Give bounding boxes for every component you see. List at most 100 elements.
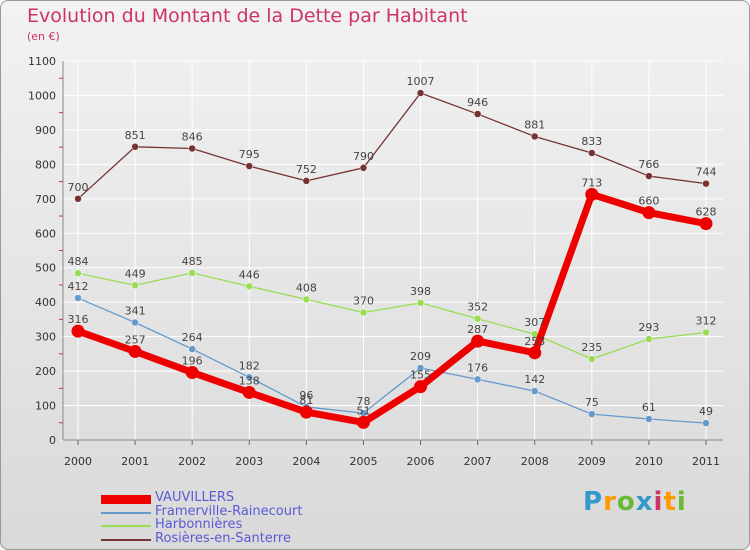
legend-swatch bbox=[101, 525, 151, 527]
x-tick-label: 2001 bbox=[121, 455, 149, 468]
data-label: 75 bbox=[585, 396, 599, 409]
data-point bbox=[302, 295, 311, 304]
data-label: 700 bbox=[68, 181, 89, 194]
data-label: 484 bbox=[68, 255, 89, 268]
y-tick-label: 500 bbox=[35, 262, 56, 275]
data-point bbox=[74, 269, 82, 277]
data-point bbox=[299, 405, 313, 419]
data-point bbox=[471, 334, 485, 348]
data-point bbox=[131, 318, 139, 327]
data-point bbox=[71, 324, 85, 338]
x-tick-label: 2003 bbox=[235, 455, 263, 468]
data-point bbox=[530, 387, 539, 395]
data-point bbox=[359, 164, 368, 172]
data-label: 752 bbox=[296, 163, 317, 176]
data-label: 312 bbox=[696, 315, 717, 328]
chart-subtitle: (en €) bbox=[27, 30, 60, 43]
data-point bbox=[74, 195, 82, 203]
y-tick-label: 900 bbox=[35, 124, 56, 137]
data-point bbox=[416, 299, 425, 307]
data-label: 795 bbox=[239, 148, 260, 161]
x-tick-label: 2008 bbox=[521, 455, 549, 468]
data-label: 155 bbox=[410, 369, 431, 382]
data-point bbox=[188, 269, 196, 277]
data-label: 766 bbox=[638, 158, 659, 171]
data-label: 138 bbox=[239, 374, 260, 387]
data-label: 264 bbox=[182, 331, 203, 344]
data-point bbox=[356, 415, 370, 429]
data-label: 946 bbox=[467, 96, 488, 109]
y-tick-label: 300 bbox=[35, 331, 56, 344]
data-point bbox=[245, 162, 254, 170]
data-point bbox=[128, 344, 142, 358]
data-point bbox=[588, 355, 596, 363]
data-point bbox=[588, 410, 596, 418]
data-label: 61 bbox=[642, 401, 656, 414]
data-point bbox=[414, 380, 428, 394]
legend-label: Harbonnières bbox=[155, 517, 243, 532]
data-point bbox=[416, 364, 425, 372]
y-tick-label: 1000 bbox=[28, 89, 56, 102]
data-point bbox=[528, 346, 542, 360]
data-label: 446 bbox=[239, 268, 260, 281]
data-point bbox=[185, 365, 199, 379]
y-tick-label: 200 bbox=[35, 365, 56, 378]
data-label: 628 bbox=[696, 206, 717, 219]
data-label: 1007 bbox=[407, 75, 435, 88]
legend-label: Framerville-Rainecourt bbox=[155, 504, 303, 519]
data-point bbox=[530, 132, 539, 141]
data-label: 78 bbox=[356, 395, 370, 408]
data-label: 713 bbox=[581, 176, 602, 189]
data-label: 142 bbox=[524, 373, 545, 386]
data-label: 398 bbox=[410, 285, 431, 298]
data-point bbox=[131, 281, 139, 290]
data-label: 352 bbox=[467, 301, 488, 314]
x-tick-label: 2009 bbox=[578, 455, 606, 468]
data-label: 316 bbox=[68, 313, 89, 326]
legend-swatch bbox=[101, 494, 151, 504]
data-label: 51 bbox=[356, 404, 370, 417]
data-label: 293 bbox=[638, 321, 659, 334]
x-tick-label: 2011 bbox=[692, 455, 720, 468]
data-point bbox=[242, 385, 256, 399]
data-point bbox=[473, 110, 482, 118]
x-tick-label: 2006 bbox=[407, 455, 435, 468]
data-label: 257 bbox=[125, 333, 146, 346]
chart-title: Evolution du Montant de la Dette par Hab… bbox=[27, 5, 468, 27]
legend-label: VAUVILLERS bbox=[155, 490, 235, 505]
legend-swatch bbox=[101, 539, 151, 541]
x-tick-label: 2004 bbox=[292, 455, 320, 468]
data-label: 96 bbox=[299, 389, 313, 402]
data-point bbox=[416, 89, 425, 97]
data-point bbox=[645, 415, 653, 423]
data-point bbox=[699, 217, 713, 231]
data-label: 881 bbox=[524, 118, 545, 131]
y-tick-label: 800 bbox=[35, 158, 56, 171]
data-point bbox=[188, 144, 196, 153]
data-point bbox=[645, 335, 653, 343]
data-label: 833 bbox=[581, 135, 602, 148]
data-label: 287 bbox=[467, 323, 488, 336]
data-label: 408 bbox=[296, 281, 317, 294]
legend-swatch bbox=[101, 512, 151, 514]
data-label: 851 bbox=[125, 129, 146, 142]
data-label: 209 bbox=[410, 350, 431, 363]
data-label: 176 bbox=[467, 361, 488, 374]
data-point bbox=[473, 314, 482, 323]
data-label: 370 bbox=[353, 295, 374, 308]
data-label: 235 bbox=[581, 341, 602, 354]
data-label: 485 bbox=[182, 255, 203, 268]
x-tick-label: 2002 bbox=[178, 455, 206, 468]
y-tick-label: 600 bbox=[35, 227, 56, 240]
data-label: 846 bbox=[182, 131, 203, 144]
data-label: 182 bbox=[239, 359, 260, 372]
plot-area bbox=[61, 61, 723, 440]
data-point bbox=[74, 294, 82, 302]
y-tick-label: 100 bbox=[35, 400, 56, 413]
data-label: 449 bbox=[125, 267, 146, 280]
data-label: 196 bbox=[182, 354, 203, 367]
data-point bbox=[588, 149, 596, 157]
y-tick-label: 700 bbox=[35, 193, 56, 206]
